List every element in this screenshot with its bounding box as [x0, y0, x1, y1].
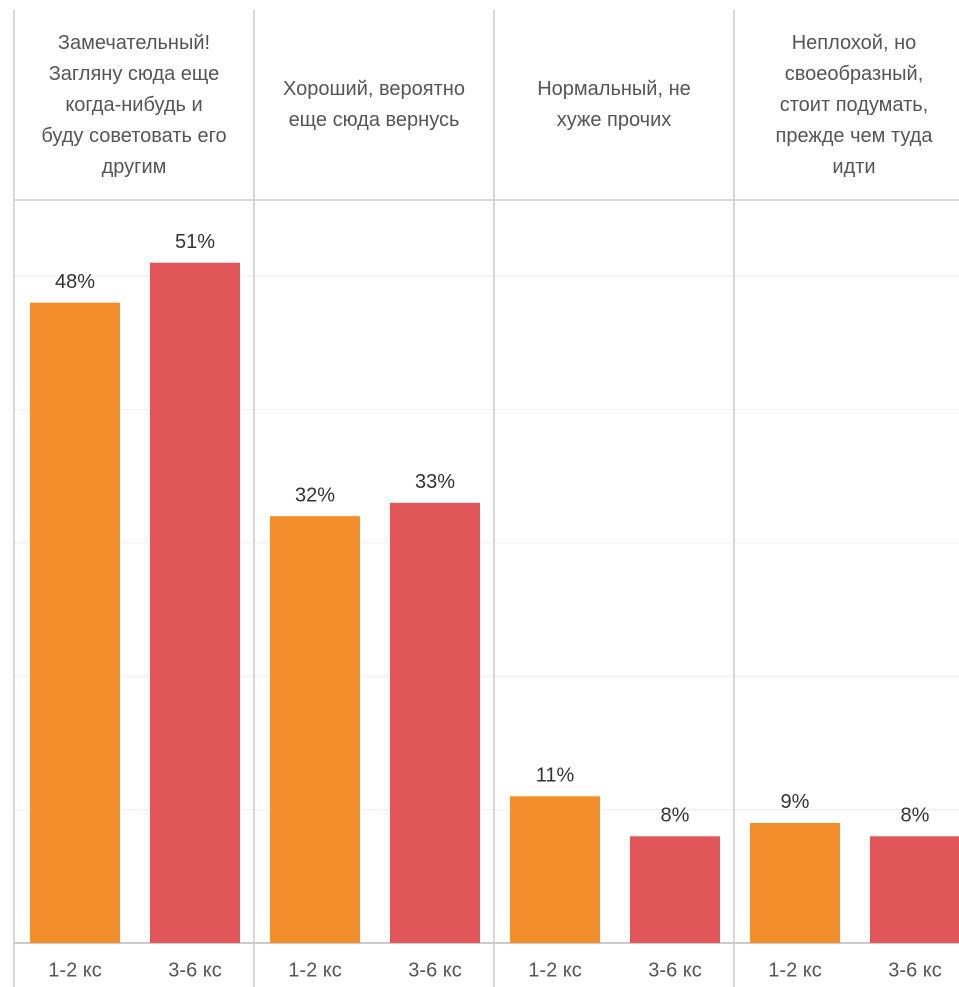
- bar: [390, 502, 480, 943]
- data-label: 8%: [661, 805, 690, 827]
- x-tick-label: 3-6 кс: [168, 959, 221, 981]
- x-tick-label: 3-6 кс: [648, 959, 701, 981]
- data-label: 48%: [55, 271, 95, 293]
- panel-header: Замечательный! Загляну сюда еще когда-ни…: [41, 31, 227, 178]
- x-tick-label: 1-2 кс: [528, 959, 581, 981]
- data-label: 33%: [415, 471, 455, 493]
- x-tick-label: 1-2 кс: [288, 959, 341, 981]
- panel-header: Нормальный, не хуже прочих: [537, 78, 691, 131]
- panel-header: Хороший, вероятно еще сюда вернусь: [283, 78, 465, 131]
- x-tick-label: 3-6 кс: [888, 959, 941, 981]
- data-label: 11%: [536, 765, 575, 787]
- bar: [870, 836, 959, 943]
- data-label: 9%: [781, 791, 810, 813]
- x-tick-label: 1-2 кс: [48, 959, 101, 981]
- data-label: 8%: [901, 805, 930, 827]
- x-tick-label: 1-2 кс: [768, 959, 821, 981]
- bar: [750, 822, 840, 943]
- data-label: 32%: [295, 484, 335, 506]
- bar: [30, 302, 120, 943]
- bar: [510, 796, 600, 943]
- bar: [270, 516, 360, 943]
- data-label: 51%: [175, 231, 215, 253]
- bar: [150, 262, 240, 943]
- panel-header: Неплохой, но своеобразный, стоит подумат…: [775, 31, 933, 178]
- bar: [630, 836, 720, 943]
- x-tick-label: 3-6 кс: [408, 959, 461, 981]
